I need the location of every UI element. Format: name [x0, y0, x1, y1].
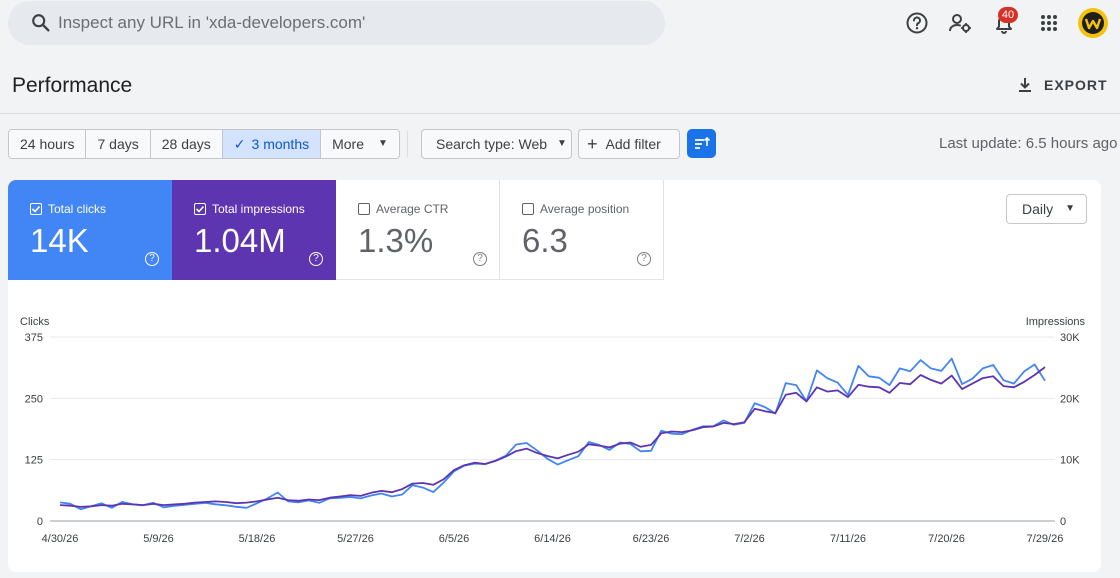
performance-chart: Clicks Impressions 0 0 125 10K 250 20K 375 30K 4… [20, 316, 1086, 545]
dropdown-arrow-icon: ▼ [557, 138, 567, 149]
x-tick-label: 5/18/26 [239, 533, 276, 545]
filter-list-icon [695, 136, 711, 149]
checkbox-unchecked-icon[interactable] [358, 203, 370, 215]
range-28-days[interactable]: 28 days [150, 130, 223, 158]
dropdown-arrow-icon: ▼ [378, 138, 388, 149]
metric-label: Average CTR [376, 202, 449, 216]
x-tick-label: 5/9/26 [143, 533, 174, 545]
metric-value: 1.04M [194, 222, 286, 259]
search-type-filter[interactable]: Search type: Web ▼ [421, 129, 572, 159]
metric-value: 1.3% [358, 222, 434, 259]
performance-card: Total clicks 14K ? Total impressions 1.0… [8, 180, 1101, 572]
x-tick-label: 7/20/26 [928, 533, 965, 545]
filter-separator [407, 131, 408, 157]
right-tick-label: 0 [1060, 516, 1066, 528]
plus-icon: + [587, 134, 598, 154]
right-tick-label: 30K [1060, 332, 1080, 344]
series-line-clicks [59, 357, 1046, 511]
add-filter-button[interactable]: + Add filter [578, 129, 680, 159]
right-tick-label: 20K [1060, 393, 1080, 405]
export-label: EXPORT [1044, 77, 1108, 93]
x-tick-label: 5/27/26 [337, 533, 374, 545]
manage-users-icon[interactable] [947, 10, 973, 36]
account-avatar[interactable] [1078, 8, 1108, 38]
range-24-hours[interactable]: 24 hours [9, 130, 87, 158]
notification-count-badge: 40 [998, 7, 1018, 23]
dropdown-arrow-icon: ▼ [1065, 203, 1075, 214]
header-divider [0, 113, 1120, 114]
metric-total-clicks[interactable]: Total clicks 14K ? [8, 180, 172, 280]
range-7-days[interactable]: 7 days [86, 130, 151, 158]
account-logo-icon [1082, 12, 1104, 34]
apps-grid-icon[interactable] [1036, 10, 1062, 36]
left-axis-label: Clicks [20, 316, 50, 328]
check-icon: ✓ [233, 136, 246, 152]
page-title: Performance [12, 74, 133, 97]
download-icon [1019, 78, 1031, 92]
url-inspection-search[interactable] [8, 1, 665, 45]
series-line-impressions [59, 366, 1046, 508]
checkbox-checked-icon[interactable] [30, 203, 42, 215]
date-range-selector: 24 hours 7 days 28 days ✓ 3 months More ▼ [8, 129, 400, 159]
search-icon[interactable] [30, 12, 52, 34]
right-axis-label: Impressions [1026, 316, 1086, 328]
x-tick-label: 6/23/26 [633, 533, 670, 545]
help-icon[interactable]: ? [473, 252, 487, 266]
x-tick-label: 6/5/26 [439, 533, 470, 545]
metric-value: 14K [30, 222, 89, 259]
help-icon[interactable]: ? [309, 252, 323, 266]
metric-label: Average position [540, 202, 630, 216]
left-tick-label: 375 [25, 332, 43, 344]
export-button[interactable]: EXPORT [1016, 74, 1108, 96]
metric-label: Total clicks [48, 202, 107, 216]
metric-average-position[interactable]: Average position 6.3 ? [500, 180, 664, 280]
top-app-bar: 40 [0, 0, 1120, 48]
x-tick-label: 4/30/26 [42, 533, 79, 545]
granularity-dropdown[interactable]: Daily ▼ [1006, 194, 1087, 224]
x-tick-label: 7/11/26 [830, 533, 866, 545]
right-tick-label: 10K [1060, 455, 1080, 467]
help-icon[interactable]: ? [637, 252, 651, 266]
url-inspection-input[interactable] [58, 1, 648, 45]
metric-total-impressions[interactable]: Total impressions 1.04M ? [172, 180, 336, 280]
metric-value: 6.3 [522, 222, 568, 259]
x-tick-label: 6/14/26 [534, 533, 571, 545]
x-tick-label: 7/2/26 [734, 533, 765, 545]
help-icon[interactable]: ? [145, 252, 159, 266]
checkbox-unchecked-icon[interactable] [522, 203, 534, 215]
checkbox-checked-icon[interactable] [194, 203, 206, 215]
range-more-dropdown[interactable]: More ▼ [321, 130, 399, 158]
range-3-months[interactable]: ✓ 3 months [222, 130, 322, 158]
metric-label: Total impressions [212, 202, 305, 216]
left-tick-label: 250 [25, 393, 43, 405]
left-tick-label: 0 [37, 516, 43, 528]
x-tick-label: 7/29/26 [1027, 533, 1064, 545]
left-tick-label: 125 [25, 455, 43, 467]
filter-settings-button[interactable] [687, 129, 716, 158]
help-icon[interactable] [904, 10, 930, 36]
last-update-text: Last update: 6.5 hours ago [939, 135, 1118, 152]
metric-average-ctr[interactable]: Average CTR 1.3% ? [336, 180, 500, 280]
